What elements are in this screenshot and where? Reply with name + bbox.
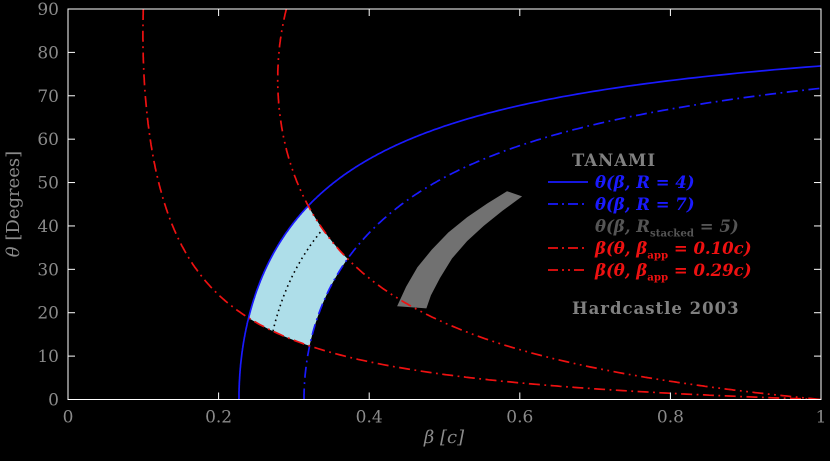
- y-tick-label: 40: [37, 217, 59, 237]
- theta-of-beta-Rstacked5: [272, 228, 324, 332]
- legend-item-r4-line-sample: [548, 181, 588, 183]
- x-tick-label: 1: [816, 408, 827, 428]
- y-axis-label: θ [Degrees]: [3, 129, 27, 279]
- legend-header-hardcastle-label: Hardcastle 2003: [572, 298, 740, 318]
- legend-item-bapp010: β(θ, βapp = 0.10c): [548, 237, 752, 261]
- legend-item-rstacked5-line-sample: [548, 225, 588, 227]
- y-tick-label: 30: [37, 260, 59, 280]
- x-axis-label: β [c]: [344, 427, 544, 448]
- theta-of-beta-R4: [238, 65, 821, 400]
- legend-item-r4-label: θ(β, R = 4): [595, 172, 695, 192]
- x-tick-label: 0.2: [205, 408, 232, 428]
- x-axis-unit: [c]: [434, 427, 465, 448]
- x-axis-symbol: β: [423, 427, 435, 448]
- legend-item-bapp029: β(θ, βapp = 0.29c): [548, 259, 752, 283]
- legend: TANAMI θ(β, R = 4) θ(β, R = 7) θ(β, Rstacke…: [548, 149, 752, 319]
- tanami-allowed-region: [248, 205, 348, 346]
- legend-header-tanami: TANAMI: [548, 149, 752, 171]
- y-tick-label: 90: [37, 0, 59, 20]
- y-tick-label: 60: [37, 130, 59, 150]
- legend-item-rstacked5-label: θ(β, Rstacked = 5): [595, 216, 739, 239]
- legend-item-bapp029-label: β(θ, βapp = 0.29c): [595, 260, 752, 283]
- legend-item-r4: θ(β, R = 4): [548, 171, 752, 193]
- y-tick-label: 80: [37, 43, 59, 63]
- beta-of-theta-bapp-010c: [142, 9, 821, 400]
- legend-item-bapp010-line-sample: [548, 247, 588, 249]
- legend-item-r7-label: θ(β, R = 7): [595, 194, 695, 214]
- hardcastle-2003-region: [397, 191, 523, 309]
- legend-item-bapp010-label: β(θ, βapp = 0.10c): [595, 238, 752, 261]
- legend-header-tanami-label: TANAMI: [572, 150, 657, 170]
- y-axis-symbol: θ: [3, 246, 24, 258]
- legend-header-hardcastle: Hardcastle 2003: [548, 297, 752, 319]
- legend-item-rstacked5: θ(β, Rstacked = 5): [548, 215, 752, 239]
- y-tick-label: 50: [37, 174, 59, 194]
- x-tick-label: 0: [63, 408, 74, 428]
- legend-item-bapp029-line-sample: [548, 269, 588, 271]
- y-axis-unit: [Degrees]: [3, 150, 24, 247]
- y-tick-label: 20: [37, 304, 59, 324]
- legend-item-r7-line-sample: [548, 203, 588, 205]
- x-tick-label: 0.8: [657, 408, 684, 428]
- y-tick-label: 0: [48, 391, 59, 411]
- y-tick-label: 70: [37, 87, 59, 107]
- y-tick-label: 10: [37, 347, 59, 367]
- x-tick-label: 0.4: [356, 408, 383, 428]
- x-tick-label: 0.6: [506, 408, 533, 428]
- beta-of-theta-bapp-029c: [276, 9, 821, 400]
- plot-frame: [67, 8, 822, 400]
- legend-item-r7: θ(β, R = 7): [548, 193, 752, 215]
- theta-of-beta-R7: [303, 87, 821, 400]
- plot-area: [142, 9, 821, 400]
